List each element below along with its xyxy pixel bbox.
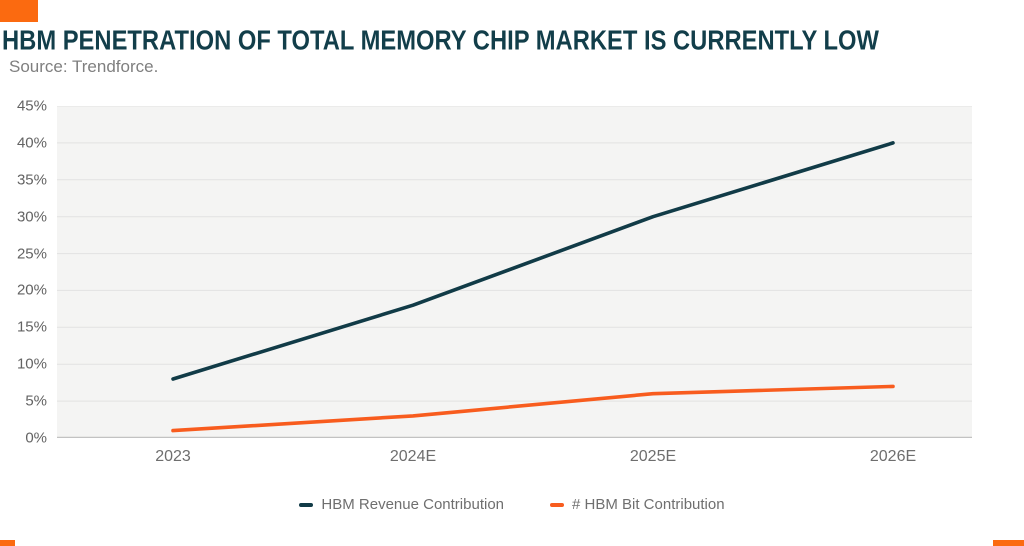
hbm-bit-swatch — [550, 502, 564, 507]
x-tick-label: 2025E — [629, 448, 677, 465]
chart-legend: HBM Revenue Contribution # HBM Bit Contr… — [0, 496, 1024, 513]
x-tick-label: 2026E — [869, 448, 917, 465]
y-tick-label: 20% — [16, 281, 47, 299]
bottom-left-mark — [0, 540, 15, 546]
x-tick-label: 2024E — [389, 448, 437, 465]
brand-square — [0, 0, 38, 22]
series-line-0 — [171, 141, 895, 381]
plot-area — [57, 106, 972, 438]
y-tick-label: 10% — [16, 355, 47, 373]
series-line-1 — [171, 384, 895, 433]
page-title: HBM PENETRATION OF TOTAL MEMORY CHIP MAR… — [2, 25, 879, 56]
y-tick-label: 0% — [25, 429, 47, 447]
y-tick-label: 5% — [25, 392, 47, 410]
y-tick-label: 25% — [16, 245, 47, 263]
hbm-revenue-swatch — [299, 502, 314, 507]
x-tick-label: 2023 — [155, 448, 191, 465]
y-tick-label: 40% — [16, 134, 47, 152]
legend-item-hbm-bit: # HBM Bit Contribution — [550, 496, 725, 513]
line-chart-svg — [57, 106, 972, 438]
bottom-right-mark — [993, 540, 1024, 546]
y-tick-label: 35% — [16, 171, 47, 189]
legend-item-hbm-revenue: HBM Revenue Contribution — [299, 496, 504, 513]
source-note: Source: Trendforce. — [9, 57, 159, 76]
y-tick-label: 30% — [16, 208, 47, 226]
y-tick-label: 15% — [16, 318, 47, 336]
legend-label-hbm-bit: # HBM Bit Contribution — [572, 496, 725, 513]
legend-label-hbm-revenue: HBM Revenue Contribution — [321, 496, 504, 513]
gridlines — [57, 106, 972, 438]
y-tick-label: 45% — [16, 97, 47, 115]
